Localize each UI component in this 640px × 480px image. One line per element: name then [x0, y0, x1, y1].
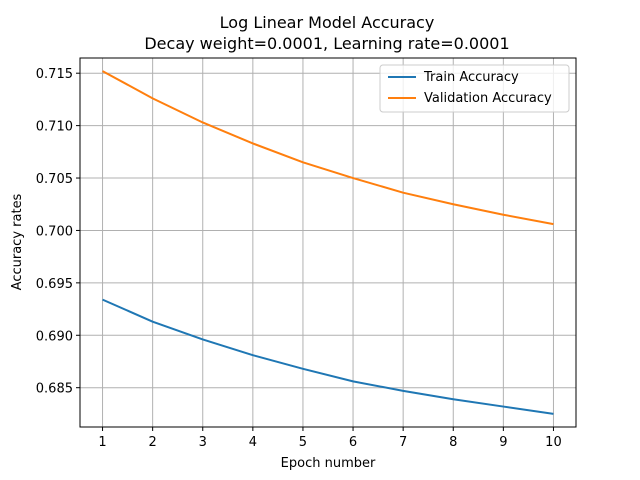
- series-line-validation: [102, 70, 554, 226]
- y-axis: 0.685 0.690 0.695 0.700 0.705 0.710 0.715: [36, 67, 80, 397]
- legend: Train Accuracy Validation Accuracy: [379, 64, 570, 113]
- x-tick-label: 8: [449, 435, 457, 450]
- legend-box: [379, 64, 570, 113]
- y-axis-label: Accuracy rates: [10, 193, 25, 290]
- x-tick-label: 9: [499, 435, 507, 450]
- x-axis: 1 2 3 4 5 6 7 8 9 10: [98, 427, 562, 450]
- series-line-train: [102, 298, 554, 415]
- y-tick-label: 0.695: [36, 277, 73, 292]
- chart-subtitle: Decay weight=0.0001, Learning rate=0.000…: [144, 34, 509, 53]
- x-tick-label: 2: [149, 435, 157, 450]
- x-tick-label: 7: [399, 435, 407, 450]
- legend-label-validation: Validation Accuracy: [424, 91, 552, 106]
- x-tick-label: 4: [249, 435, 257, 450]
- x-axis-label: Epoch number: [281, 456, 376, 471]
- x-tick-label: 10: [545, 435, 562, 450]
- x-tick-label: 1: [98, 435, 106, 450]
- plot-frame: [79, 57, 577, 428]
- x-tick-label: 6: [349, 435, 357, 450]
- y-tick-label: 0.710: [36, 120, 73, 135]
- y-tick-label: 0.705: [36, 172, 73, 187]
- x-tick-label: 3: [199, 435, 207, 450]
- x-tick-label: 5: [299, 435, 307, 450]
- legend-label-train: Train Accuracy: [423, 70, 519, 85]
- y-tick-label: 0.685: [36, 382, 73, 397]
- series-lines: [102, 70, 554, 415]
- grid-lines: [80, 58, 576, 427]
- y-tick-label: 0.700: [36, 224, 73, 239]
- y-tick-label: 0.690: [36, 329, 73, 344]
- chart-title: Log Linear Model Accuracy: [220, 13, 435, 32]
- y-tick-label: 0.715: [36, 67, 73, 82]
